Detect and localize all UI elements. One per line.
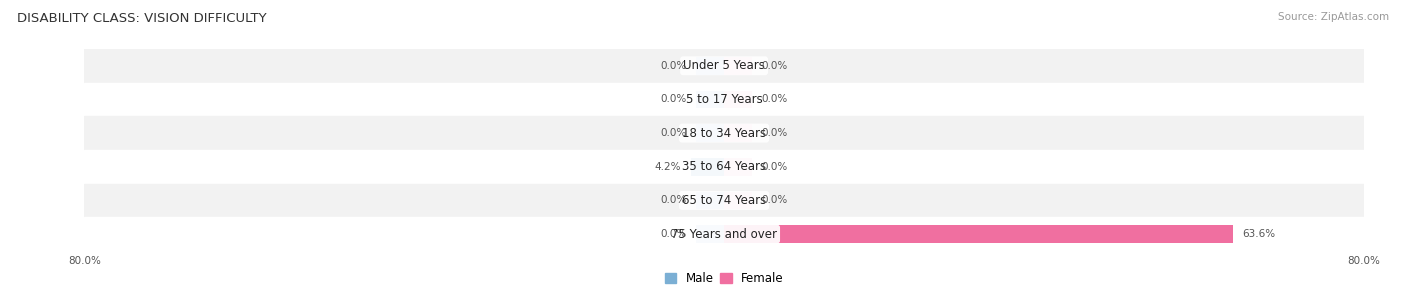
Bar — [84, 150, 1364, 184]
Bar — [84, 83, 1364, 116]
Text: Source: ZipAtlas.com: Source: ZipAtlas.com — [1278, 12, 1389, 22]
Text: 0.0%: 0.0% — [762, 162, 787, 172]
Bar — [696, 57, 724, 75]
Bar — [724, 91, 752, 108]
Bar — [690, 158, 724, 176]
Text: 18 to 34 Years: 18 to 34 Years — [682, 127, 766, 140]
Text: 0.0%: 0.0% — [661, 95, 686, 104]
Bar — [724, 192, 752, 209]
Bar — [84, 116, 1364, 150]
Text: 0.0%: 0.0% — [762, 196, 787, 205]
Text: DISABILITY CLASS: VISION DIFFICULTY: DISABILITY CLASS: VISION DIFFICULTY — [17, 12, 267, 25]
Legend: Male, Female: Male, Female — [659, 267, 789, 289]
Text: 0.0%: 0.0% — [661, 61, 686, 71]
Bar — [724, 225, 1233, 243]
Text: 0.0%: 0.0% — [762, 128, 787, 138]
Text: 0.0%: 0.0% — [661, 128, 686, 138]
Text: 4.2%: 4.2% — [654, 162, 681, 172]
Text: 5 to 17 Years: 5 to 17 Years — [686, 93, 762, 106]
Bar — [84, 217, 1364, 251]
Text: 0.0%: 0.0% — [762, 61, 787, 71]
Bar — [696, 225, 724, 243]
Bar — [724, 57, 752, 75]
Bar — [724, 124, 752, 142]
Bar — [696, 192, 724, 209]
Text: 0.0%: 0.0% — [762, 95, 787, 104]
Bar — [84, 49, 1364, 83]
Text: 65 to 74 Years: 65 to 74 Years — [682, 194, 766, 207]
Text: 75 Years and over: 75 Years and over — [671, 228, 778, 241]
Text: 0.0%: 0.0% — [661, 196, 686, 205]
Text: 0.0%: 0.0% — [661, 229, 686, 239]
Text: 35 to 64 Years: 35 to 64 Years — [682, 160, 766, 173]
Text: 63.6%: 63.6% — [1243, 229, 1275, 239]
Bar — [84, 184, 1364, 217]
Bar — [696, 91, 724, 108]
Bar — [696, 124, 724, 142]
Text: Under 5 Years: Under 5 Years — [683, 59, 765, 72]
Bar — [724, 158, 752, 176]
